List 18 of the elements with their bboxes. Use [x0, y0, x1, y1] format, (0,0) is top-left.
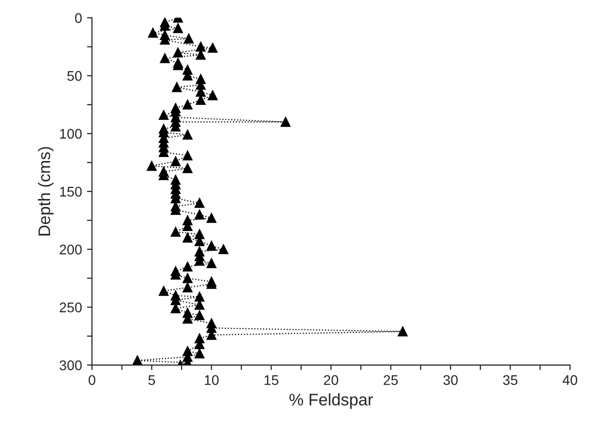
y-axis-title: Depth (cms): [38, 147, 54, 236]
x-tick-label: 30: [443, 375, 458, 385]
x-tick-label: 25: [384, 375, 398, 385]
x-tick-label: 40: [562, 375, 578, 385]
x-tick-label: 0: [88, 375, 96, 385]
y-tick-label: 250: [60, 302, 82, 312]
x-tick-label: 5: [148, 375, 155, 385]
x-tick-label: 20: [324, 375, 338, 385]
x-tick-label: 15: [264, 375, 278, 385]
y-tick-label: 50: [67, 71, 82, 81]
y-tick-label: 100: [60, 128, 82, 139]
x-axis-title: % Feldspar: [289, 393, 373, 409]
x-tick-label: 35: [503, 375, 518, 385]
y-tick-label: 300: [60, 360, 82, 370]
x-tick-label: 10: [204, 375, 219, 385]
y-tick-label: 150: [60, 186, 82, 197]
y-tick-label: 0: [75, 13, 82, 23]
y-tick-label: 200: [60, 244, 82, 254]
